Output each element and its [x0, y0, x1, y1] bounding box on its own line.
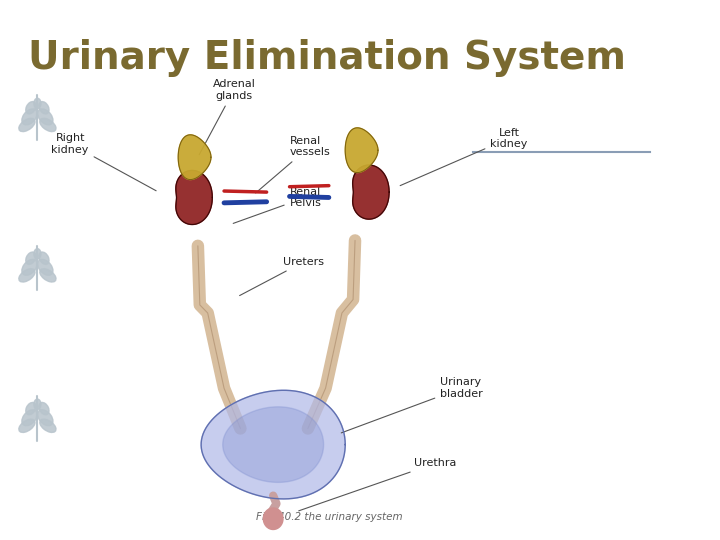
- Text: Left
kidney: Left kidney: [400, 127, 528, 186]
- Polygon shape: [353, 165, 389, 219]
- Ellipse shape: [34, 248, 41, 259]
- Ellipse shape: [40, 118, 56, 132]
- Ellipse shape: [37, 410, 53, 426]
- Ellipse shape: [26, 252, 36, 265]
- Text: Right
kidney: Right kidney: [51, 133, 156, 191]
- Ellipse shape: [40, 419, 56, 433]
- Text: Ureters: Ureters: [240, 257, 324, 295]
- Ellipse shape: [37, 259, 53, 275]
- Ellipse shape: [40, 269, 56, 282]
- Text: Adrenal
glands: Adrenal glands: [199, 79, 256, 155]
- Ellipse shape: [37, 109, 53, 125]
- Ellipse shape: [39, 252, 49, 265]
- Text: Urethra: Urethra: [299, 458, 456, 511]
- Ellipse shape: [19, 118, 35, 132]
- Text: Urinary
bladder: Urinary bladder: [341, 377, 483, 433]
- Ellipse shape: [34, 98, 41, 109]
- Polygon shape: [176, 171, 212, 225]
- Polygon shape: [345, 128, 378, 173]
- Ellipse shape: [22, 259, 37, 275]
- Ellipse shape: [22, 109, 37, 125]
- Text: Urinary Elimination System: Urinary Elimination System: [27, 39, 626, 77]
- Polygon shape: [201, 390, 345, 499]
- Text: Renal
Pelvis: Renal Pelvis: [233, 187, 321, 224]
- Text: Renal
vessels: Renal vessels: [256, 136, 330, 193]
- Ellipse shape: [26, 102, 36, 114]
- Polygon shape: [179, 135, 211, 180]
- Text: Fig. 40.2 the urinary system: Fig. 40.2 the urinary system: [256, 512, 402, 523]
- Ellipse shape: [39, 402, 49, 415]
- Ellipse shape: [22, 410, 37, 426]
- Ellipse shape: [19, 269, 35, 282]
- Ellipse shape: [264, 508, 283, 530]
- Ellipse shape: [34, 399, 41, 409]
- Ellipse shape: [19, 419, 35, 433]
- Polygon shape: [222, 407, 323, 482]
- Ellipse shape: [26, 402, 36, 415]
- Ellipse shape: [39, 102, 49, 114]
